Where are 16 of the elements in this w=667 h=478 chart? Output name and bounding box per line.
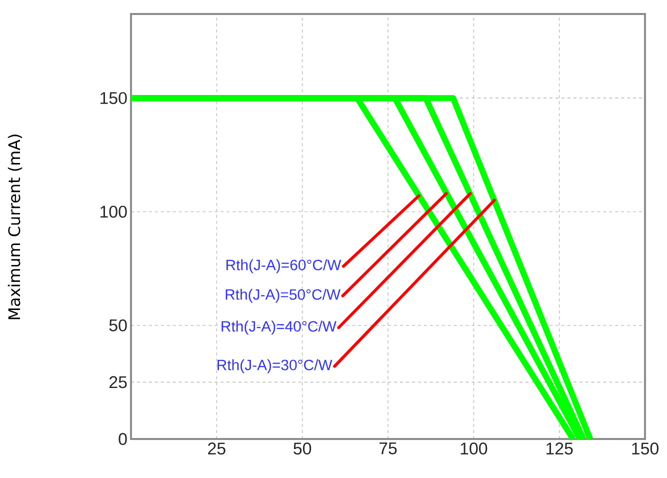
y-tick-label: 150: [100, 92, 127, 104]
x-tick-label: 125: [546, 442, 573, 455]
y-tick-label: 100: [100, 206, 127, 218]
y-axis-title: Maximum Current (mA): [8, 134, 22, 320]
x-tick-label: 75: [379, 442, 397, 454]
x-tick-label: 150: [632, 442, 658, 455]
y-tick-label: 25: [110, 376, 127, 388]
x-tick-label: 25: [208, 442, 226, 455]
x-tick-label: 100: [460, 442, 488, 455]
annotation: Rth(J-A)=50°C/W: [226, 288, 341, 303]
x-tick-label: 50: [294, 442, 312, 455]
y-tick-label: 0: [118, 433, 127, 445]
y-tick-label: 50: [109, 319, 127, 332]
annotation: Rth(J-A)=40°C/W: [222, 320, 336, 335]
annotation: Rth(J-A)=60°C/W: [226, 259, 342, 274]
annotation: Rth(J-A)=30°C/W: [218, 359, 332, 374]
